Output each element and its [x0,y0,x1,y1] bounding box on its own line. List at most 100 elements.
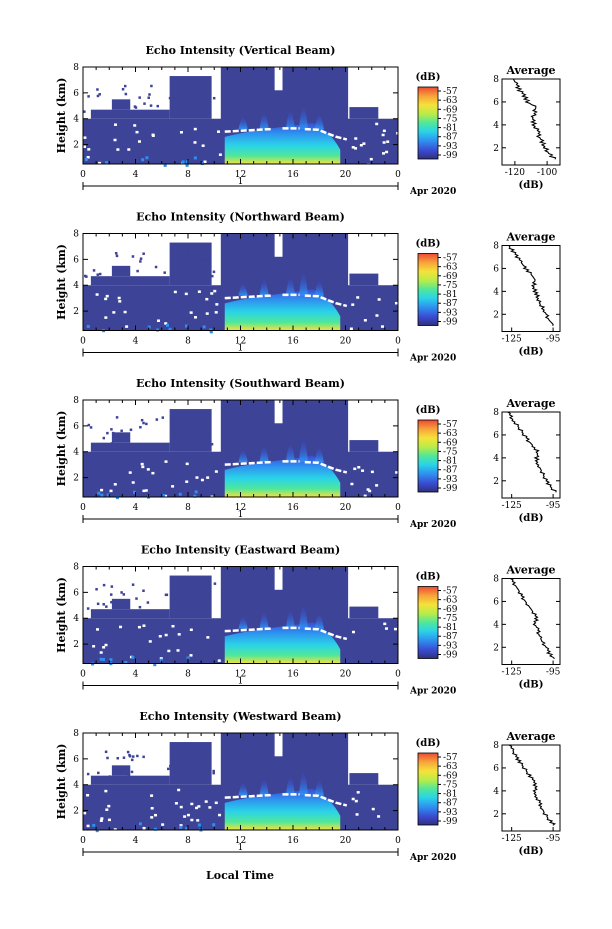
speckle [204,800,208,803]
speckle [377,815,381,818]
speckle [137,140,141,143]
speckle [206,636,210,639]
speckle [154,813,158,817]
speckle [142,826,146,830]
echo-plume [285,777,295,796]
echo-gap [274,400,283,424]
x-tick-label: 4 [133,170,139,180]
echo-patch [90,109,170,119]
speckle [214,801,218,805]
speckle [375,484,379,487]
x-tick-label: 12 [235,503,246,513]
speckle [171,624,175,628]
speckle [161,823,165,826]
avg-x-label: (dB) [519,680,544,691]
speckle [130,758,134,762]
speckle [202,325,206,329]
speckle [167,649,171,653]
speckle [86,772,90,776]
speckle [354,799,358,803]
speckle [363,494,367,498]
speckle [192,87,196,90]
speckle [131,655,135,659]
speckle [197,805,201,808]
speckle [172,771,175,774]
colorbar-tick-label: -63 [443,429,458,439]
speckle [181,432,185,436]
speckle [127,148,131,151]
echo-patch [111,598,131,610]
speckle [92,823,96,827]
y-tick-label: 4 [73,448,79,458]
avg-frame [501,744,561,832]
avg-title: Average [505,231,555,244]
speckle [83,110,86,113]
avg-y-tick-label: 4 [493,121,499,131]
avg-y-tick-label: 6 [493,764,499,774]
echo-plume [298,273,309,296]
echo-plume [314,447,324,463]
echo-plume [298,107,309,130]
panel-title: Echo Intensity (Southward Beam) [136,377,345,390]
day-label: 1 [238,677,244,687]
y-tick-label: 2 [73,141,79,151]
colorbar [417,419,439,493]
speckle [96,273,99,276]
speckle [193,771,197,774]
y-tick-label: 4 [73,115,79,125]
speckle [385,150,389,154]
speckle [138,605,142,609]
speckle [147,96,150,99]
speckle [183,815,187,818]
echo-patch [111,265,131,277]
speckle [201,144,205,147]
speckle [199,433,203,436]
speckle [136,754,139,758]
speckle [99,657,103,661]
colorbar-tick-label: -99 [443,318,458,328]
avg-y-tick-label: 8 [493,242,499,252]
avg-title: Average [505,730,555,743]
speckle [191,439,195,442]
echo-patch [349,273,379,286]
speckle [177,633,181,636]
speckle [166,277,169,280]
speckle [109,593,113,596]
speckle [150,84,153,88]
speckle [133,124,137,127]
x-tick-label: 8 [185,670,191,680]
speckle [102,436,106,440]
speckle [203,160,207,163]
echo-intense [224,122,341,164]
speckle [117,296,121,300]
avg-y-tick-label: 8 [493,408,499,418]
speckle [92,269,96,272]
speckle [112,769,116,773]
x-tick-label: 16 [287,836,299,846]
speckle [356,791,360,794]
echo-intense [224,788,341,830]
panel-3: Echo Intensity (Eastward Beam) 2 4 6 8 Height… [55,544,561,697]
speckle [349,327,353,330]
speckle [203,596,206,599]
speckle [368,489,372,493]
speckle [142,421,145,425]
speckle [357,466,361,469]
speckle [87,148,91,151]
speckle [135,130,139,134]
speckle [86,824,90,828]
speckle [208,806,212,809]
avg-x-label: (dB) [519,180,544,191]
speckle [86,607,90,610]
speckle [131,481,135,484]
speckle [150,794,154,797]
echo-plume [259,446,269,463]
speckle [123,310,127,314]
speckle [121,87,125,91]
heatmap [83,67,401,167]
avg-x-tick-label: -125 [502,501,522,511]
x-tick-label: 20 [340,170,352,180]
month-label: Apr 2020 [409,354,456,364]
avg-y-tick-label: 4 [493,620,499,630]
speckle [105,605,108,608]
